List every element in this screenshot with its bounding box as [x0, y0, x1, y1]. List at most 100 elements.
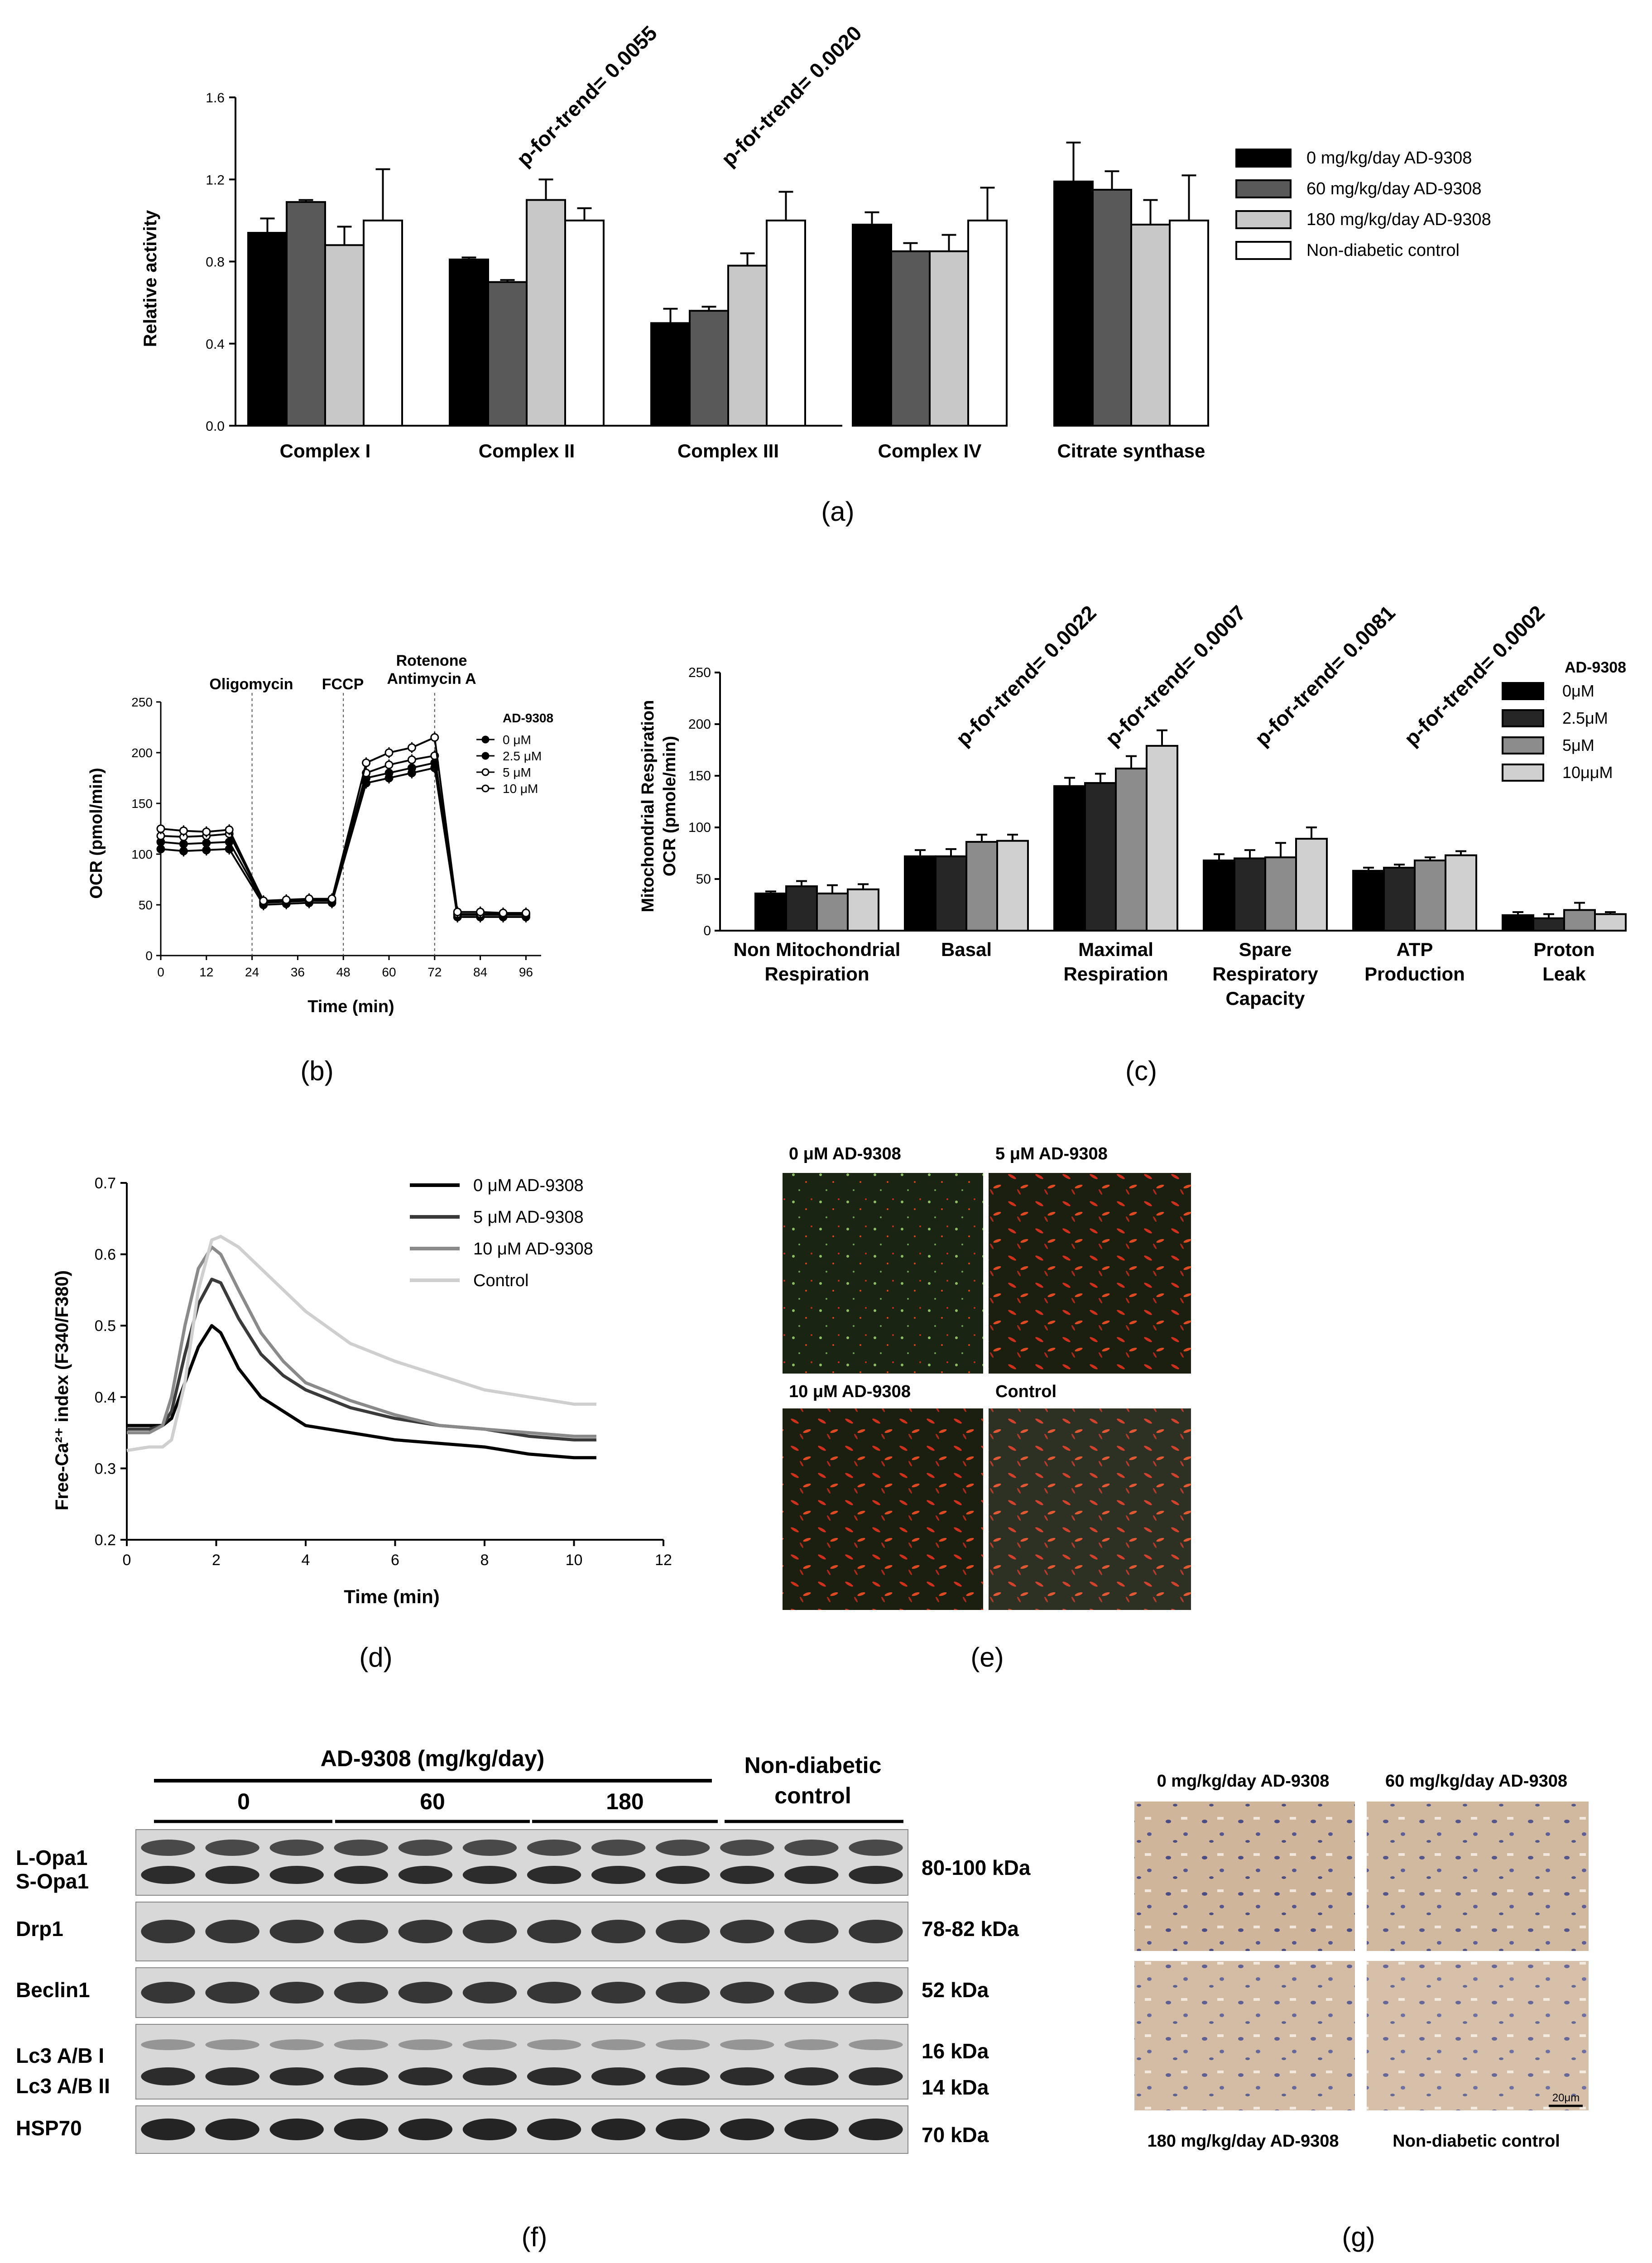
panel-c-trend-label: p-for-trend= 0.0002 [1399, 601, 1549, 751]
blot-band [269, 1982, 324, 2004]
panel-f-dose-180: 180 [606, 1789, 644, 1814]
panel-c-caption: (c) [1125, 1056, 1157, 1086]
blot-row-label: L-Opa1 [16, 1846, 87, 1869]
panel-c-legend-swatch [1502, 764, 1544, 782]
blot-band [462, 2067, 517, 2085]
blot-mw-label: 52 kDa [922, 1978, 989, 2002]
panel-b-xtick-label: 72 [427, 965, 442, 979]
panel-a-xtick-label: Complex III [677, 440, 779, 461]
panel-d-xtick-label: 12 [655, 1552, 672, 1569]
panel-c-bar [1445, 854, 1477, 932]
panel-e-label-10: 10 μM AD-9308 [789, 1382, 911, 1401]
panel-b-legend-label: 2.5 μM [503, 749, 542, 763]
panel-d-ytick-label: 0.3 [95, 1460, 116, 1477]
panel-b-point [407, 743, 416, 752]
panel-a-legend-label: 0 mg/kg/day AD-9308 [1306, 149, 1472, 168]
panel-b-point [179, 826, 188, 835]
blot-band [269, 2119, 324, 2140]
panel-f-control-line2: control [774, 1783, 851, 1808]
blot-band [334, 1982, 388, 2004]
blot-band [527, 2067, 581, 2085]
blot-mw-label: 80-100 kDa [922, 1856, 1031, 1879]
blot-band [398, 2119, 453, 2140]
blot-band [527, 1920, 581, 1943]
panel-a-bar [247, 232, 288, 427]
panel-b-legend-marker [481, 768, 490, 776]
blot-band [656, 2119, 710, 2140]
panel-a-bar [1169, 219, 1209, 427]
panel-b-series [156, 732, 530, 922]
blot-band [591, 2067, 646, 2085]
panel-c-trend-label: p-for-trend= 0.0022 [951, 601, 1101, 751]
blot-band [527, 2119, 581, 2140]
panel-a-ytick-label: 0.8 [206, 255, 225, 270]
blot-mw-label: 70 kDa [922, 2123, 989, 2147]
blot-band [849, 1866, 903, 1884]
panel-a-ytick-label: 0.0 [206, 419, 225, 434]
panel-d-xtick-label: 10 [566, 1552, 583, 1569]
panel-a-trend-2: p-for-trend= 0.0020 [716, 21, 866, 171]
blot-band [334, 2039, 388, 2050]
panel-c-legend-swatch [1502, 682, 1544, 700]
blot-band [527, 2039, 581, 2050]
blot-band [141, 1840, 195, 1856]
blot-band [591, 1982, 646, 2004]
panel-a-bar [526, 199, 566, 427]
histology-60 [1367, 1802, 1589, 1951]
panel-b-ytick-label: 100 [131, 847, 153, 861]
panel-c-xtick-label: Leak [1542, 963, 1586, 985]
blot-band [720, 1840, 774, 1856]
panel-a-ylabel: Relative activity [140, 210, 160, 347]
blot-row-label: Lc3 A/B I [16, 2044, 104, 2067]
panel-b-xtick-label: 36 [291, 965, 305, 979]
panel-b-caption: (b) [300, 1056, 333, 1086]
blot-band [720, 1920, 774, 1943]
blot-band [784, 1982, 839, 2004]
panel-d-legend-label: 5 μM AD-9308 [473, 1208, 584, 1227]
panel-c-bar [1203, 859, 1235, 932]
blot-band [656, 2067, 710, 2085]
blot-membrane [135, 2024, 908, 2100]
panel-a-legend-label: 60 mg/kg/day AD-9308 [1306, 179, 1482, 198]
panel-c-bar [1295, 838, 1328, 932]
panel-c-bar [1563, 909, 1596, 932]
panel-a-caption: (a) [821, 496, 854, 527]
blot-band [462, 2119, 517, 2140]
panel-c-bar [1146, 745, 1178, 932]
blot-band [462, 1840, 517, 1856]
panel-g-label-60: 60 mg/kg/day AD-9308 [1385, 1772, 1567, 1791]
panel-c-ytick-label: 250 [688, 665, 711, 680]
panel-b-legend-marker [481, 784, 490, 793]
panel-a-ytick-label: 0.4 [206, 337, 225, 352]
panel-a-xtick-label: Citrate synthase [1057, 440, 1205, 461]
panel-c-legend-swatch [1502, 736, 1544, 754]
panel-a-legend-swatch [1235, 149, 1292, 168]
blot-row-label: Beclin1 [16, 1978, 90, 2002]
panel-b-ytick-label: 250 [131, 695, 153, 709]
blot-band [269, 1840, 324, 1856]
blot-band [784, 1866, 839, 1884]
blot-band [205, 1866, 259, 1884]
panel-c-xtick-label: Respiration [764, 963, 869, 985]
panel-c-legend-label: 0μM [1562, 682, 1594, 700]
blot-band [205, 1982, 259, 2004]
panel-c-bar [1053, 785, 1086, 932]
blot-mw-label: 16 kDa [922, 2039, 989, 2063]
panel-a-bar [286, 201, 326, 427]
panel-b-point [453, 908, 462, 917]
panel-g-label-control: Non-diabetic control [1393, 2132, 1560, 2151]
blot-mw-label: 14 kDa [922, 2076, 989, 2099]
panel-c-xtick-label: Non Mitochondrial [734, 939, 901, 960]
panel-c-legend-label: 2.5μM [1562, 709, 1608, 727]
blot-band [269, 1920, 324, 1943]
panel-a-bar [727, 264, 768, 427]
panel-b-point [476, 908, 485, 917]
panel-d-ytick-label: 0.2 [95, 1532, 116, 1549]
panel-d-legend-label: 0 μM AD-9308 [473, 1176, 584, 1195]
panel-d-xtick-label: 8 [480, 1552, 489, 1569]
blot-band [784, 2067, 839, 2085]
blot-band [591, 2039, 646, 2050]
panel-a-axes: 0.0 0.4 0.8 1.2 1.6 Complex I Complex II Comple… [206, 91, 1205, 461]
panel-a-legend-label: Non-diabetic control [1306, 241, 1460, 260]
